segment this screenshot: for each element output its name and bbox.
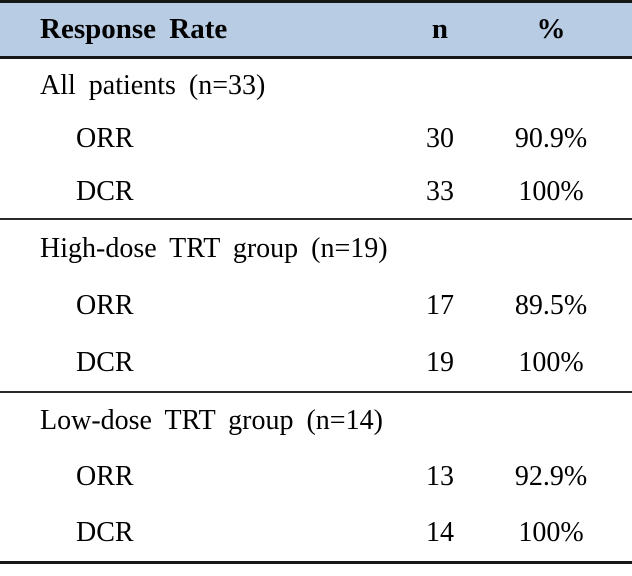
section-header-row: All patients (n=33) [0, 59, 632, 112]
row-n-value: 13 [426, 461, 454, 492]
section-high-dose: High-dose TRT group (n=19) ORR 17 89.5% … [0, 220, 632, 391]
row-n-value: 14 [426, 517, 454, 548]
header-bottom-rule [0, 56, 632, 59]
table-row: DCR 14 100% [0, 505, 632, 561]
section-divider [0, 218, 632, 220]
row-n-value: 33 [426, 175, 454, 207]
row-n-value: 17 [426, 289, 454, 321]
top-rule [0, 0, 632, 3]
table-row: DCR 19 100% [0, 334, 632, 391]
row-label: DCR [76, 175, 134, 207]
row-pct-value: 100% [518, 175, 584, 207]
row-pct-value: 100% [518, 517, 584, 548]
table-header-row: Response Rate n % [0, 3, 632, 56]
table-row: ORR 17 89.5% [0, 277, 632, 334]
section-divider [0, 391, 632, 393]
section-label: Low-dose TRT group (n=14) [40, 405, 383, 436]
header-col-pct: % [536, 13, 566, 45]
section-label: All patients (n=33) [40, 69, 266, 101]
header-title: Response Rate [40, 13, 228, 45]
table-row: ORR 13 92.9% [0, 449, 632, 505]
table-row: ORR 30 90.9% [0, 112, 632, 165]
row-pct-value: 100% [518, 346, 584, 378]
section-header-row: Low-dose TRT group (n=14) [0, 393, 632, 449]
row-pct-value: 90.9% [514, 122, 588, 154]
section-all-patients: All patients (n=33) ORR 30 90.9% DCR 33 … [0, 59, 632, 218]
row-label: ORR [76, 122, 134, 154]
row-n-value: 30 [426, 122, 454, 154]
section-low-dose: Low-dose TRT group (n=14) ORR 13 92.9% D… [0, 393, 632, 561]
row-label: ORR [76, 289, 134, 321]
section-label: High-dose TRT group (n=19) [40, 232, 388, 264]
bottom-rule [0, 561, 632, 564]
row-n-value: 19 [426, 346, 454, 378]
row-label: DCR [76, 517, 134, 548]
section-header-row: High-dose TRT group (n=19) [0, 220, 632, 277]
row-pct-value: 92.9% [514, 461, 588, 492]
header-col-n: n [431, 13, 449, 45]
row-pct-value: 89.5% [514, 289, 588, 321]
table-row: DCR 33 100% [0, 165, 632, 218]
row-label: ORR [76, 461, 134, 492]
row-label: DCR [76, 346, 134, 378]
